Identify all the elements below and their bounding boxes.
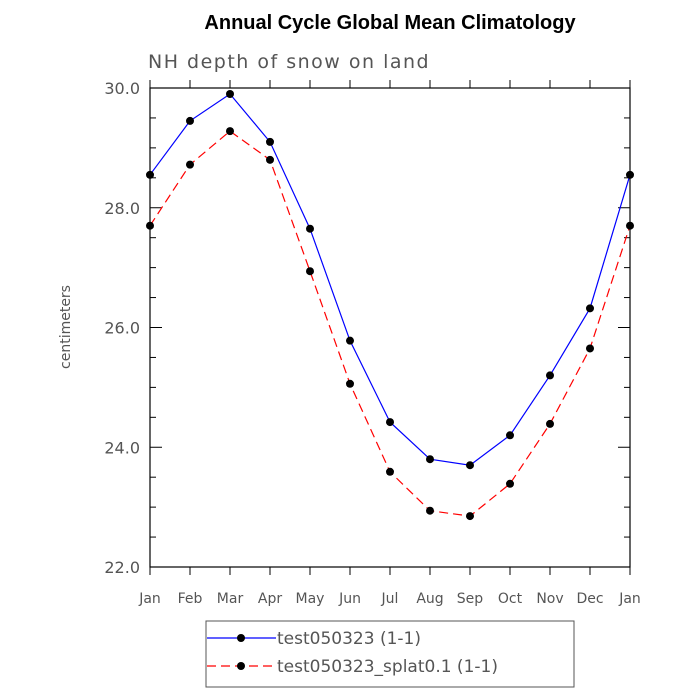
data-point	[226, 89, 234, 98]
x-tick-label: Jan	[138, 591, 161, 607]
data-point	[346, 379, 354, 388]
axes: 22.0 24.0 26.0 28.0 30.0 Jan Feb Mar Apr May Jun Ju…	[104, 79, 640, 607]
data-point	[586, 304, 594, 313]
legend-entry: test050323_splat0.1 (1-1)	[207, 657, 498, 677]
data-point	[226, 127, 234, 136]
data-point	[466, 512, 474, 521]
x-tick-label: Sep	[457, 591, 484, 607]
data-point	[146, 221, 154, 230]
series-line	[149, 130, 631, 517]
data-point	[626, 170, 634, 179]
data-point	[586, 344, 594, 353]
legend-label: test050323 (1-1)	[277, 629, 421, 649]
x-tick-label: Feb	[178, 591, 203, 607]
x-tick-label: Jan	[618, 591, 641, 607]
data-point	[306, 224, 314, 233]
data-point	[306, 267, 314, 276]
y-axis-label: centimeters	[58, 285, 74, 369]
data-point	[346, 336, 354, 345]
y-tick-label: 30.0	[104, 79, 140, 98]
data-point	[186, 116, 194, 125]
x-tick-label: Oct	[498, 591, 523, 607]
data-point	[506, 479, 514, 488]
x-tick-label: Dec	[576, 591, 603, 607]
x-tick-label: Jul	[381, 591, 399, 607]
data-point	[546, 371, 554, 380]
data-point	[626, 221, 634, 230]
plot-frame	[149, 87, 631, 568]
series-1	[146, 89, 634, 470]
data-point	[386, 418, 394, 427]
x-tick-label: May	[296, 591, 325, 607]
legend-box	[205, 620, 575, 688]
data-point	[146, 170, 154, 179]
y-tick-label: 22.0	[104, 558, 140, 577]
legend-swatch-marker	[237, 634, 245, 642]
x-tick-label: Nov	[536, 591, 563, 607]
legend-swatch-marker	[237, 662, 245, 670]
data-point	[506, 431, 514, 440]
data-point	[546, 419, 554, 428]
chart-subtitle: NH depth of snow on land	[148, 51, 430, 73]
chart-title: Annual Cycle Global Mean Climatology	[204, 12, 576, 34]
y-tick-label: 28.0	[104, 199, 140, 218]
x-tick-label: Jun	[338, 591, 361, 607]
x-tick-label: Mar	[217, 591, 244, 607]
series-2	[146, 127, 634, 521]
x-tick-label: Aug	[416, 591, 443, 607]
legend: test050323 (1-1) test050323_splat0.1 (1-1…	[205, 620, 575, 688]
data-point	[426, 455, 434, 464]
data-point	[186, 160, 194, 169]
data-point	[386, 467, 394, 476]
data-point	[426, 506, 434, 515]
legend-label: test050323_splat0.1 (1-1)	[277, 657, 498, 677]
legend-entry: test050323 (1-1)	[207, 629, 421, 649]
data-point	[266, 137, 274, 146]
y-tick-label: 24.0	[104, 438, 140, 457]
data-point	[466, 461, 474, 470]
data-point	[266, 155, 274, 164]
series-layer	[146, 89, 634, 521]
x-tick-label: Apr	[258, 591, 282, 607]
y-tick-label: 26.0	[104, 319, 140, 338]
